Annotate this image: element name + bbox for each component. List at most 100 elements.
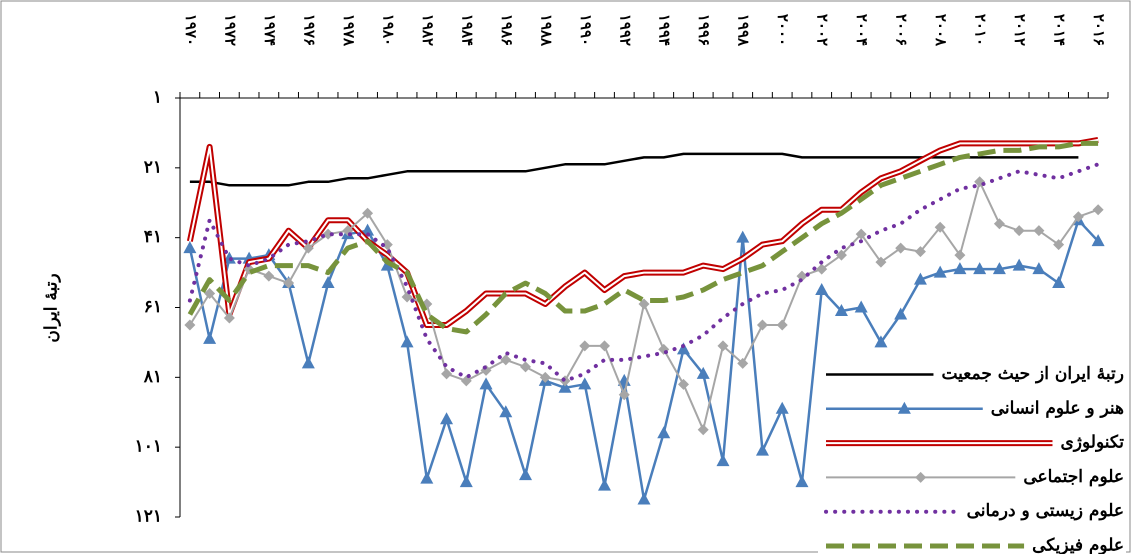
y-tick-label: ۱۰۱	[135, 437, 162, 457]
marker	[302, 242, 314, 254]
marker	[579, 340, 591, 352]
marker	[1052, 276, 1066, 289]
marker	[756, 319, 768, 331]
x-tick-label: ۱۹۸۰	[379, 14, 397, 46]
legend-label: علوم زیستی و درمانی	[967, 501, 1124, 521]
x-tick-label: ۱۹۸۸	[537, 14, 555, 47]
marker	[954, 249, 966, 261]
marker	[716, 454, 730, 467]
x-tick-label: ۱۹۹۲	[616, 14, 634, 46]
legend-label: علوم فیزیکی	[1032, 536, 1124, 554]
x-tick-label: ۲۰۱۶	[1090, 14, 1108, 46]
marker	[263, 270, 275, 282]
marker	[204, 288, 216, 300]
marker	[598, 478, 612, 491]
marker	[381, 239, 393, 251]
marker	[361, 223, 375, 236]
marker	[657, 426, 671, 439]
marker	[500, 354, 512, 366]
marker	[677, 378, 689, 390]
marker	[992, 262, 1006, 275]
series-line	[187, 162, 1101, 383]
legend-bg	[818, 496, 1126, 527]
marker	[915, 471, 927, 483]
marker	[737, 357, 749, 369]
marker	[874, 335, 888, 348]
marker	[222, 251, 236, 264]
marker	[301, 356, 315, 369]
marker	[479, 377, 493, 390]
marker	[755, 443, 769, 456]
legend-label: علوم اجتماعی	[1023, 467, 1124, 487]
marker	[953, 262, 967, 275]
x-tick-label: ۱۹۹۸	[735, 14, 753, 47]
x-tick-label: ۲۰۰۸	[932, 14, 950, 47]
marker	[973, 262, 987, 275]
marker	[578, 377, 592, 390]
marker	[1092, 204, 1104, 216]
marker	[440, 412, 454, 425]
marker	[1032, 262, 1046, 275]
marker	[854, 300, 868, 313]
marker	[599, 340, 611, 352]
x-tick-label: ۱۹۸۲	[419, 14, 437, 46]
marker	[223, 312, 235, 324]
marker	[676, 342, 690, 355]
marker	[322, 228, 334, 240]
marker	[321, 276, 335, 289]
marker	[519, 468, 533, 481]
y-tick-label: ۴۱	[144, 227, 162, 247]
y-tick-label: ۶۱	[144, 297, 162, 317]
x-tick-label: ۲۰۰۲	[814, 14, 832, 46]
marker	[1072, 211, 1084, 223]
marker	[1013, 225, 1025, 237]
x-tick-label: ۲۰۱۴	[1051, 14, 1069, 46]
marker	[401, 291, 413, 303]
x-tick-label: ۱۹۷۶	[300, 14, 318, 46]
marker	[1012, 258, 1026, 271]
marker	[855, 228, 867, 240]
marker	[816, 263, 828, 275]
x-tick-label: ۱۹۹۶	[695, 14, 713, 46]
marker	[1091, 234, 1105, 247]
marker	[815, 283, 829, 296]
marker	[618, 389, 630, 401]
marker	[183, 241, 197, 254]
marker	[1033, 225, 1045, 237]
marker	[460, 375, 472, 387]
legend-label: رتبهٔ ایران از حیث جمعیت	[941, 364, 1124, 384]
x-tick-label: ۱۹۹۴	[656, 14, 674, 46]
marker	[400, 335, 414, 348]
marker	[520, 361, 532, 373]
marker	[894, 307, 908, 320]
marker	[1053, 239, 1065, 251]
marker	[283, 277, 295, 289]
marker	[539, 371, 551, 383]
marker	[203, 331, 217, 344]
x-tick-label: ۲۰۰۶	[893, 14, 911, 46]
x-tick-label: ۲۰۰۴	[853, 14, 871, 46]
marker	[934, 221, 946, 233]
series-line-inner	[188, 138, 1099, 326]
x-tick-label: ۱۹۹۰	[577, 14, 595, 46]
x-tick-label: ۲۰۱۰	[972, 14, 990, 46]
marker	[717, 340, 729, 352]
marker	[914, 246, 926, 258]
marker	[776, 319, 788, 331]
x-tick-label: ۱۹۷۰	[182, 14, 200, 46]
x-tick-label: ۲۰۱۲	[1011, 14, 1029, 46]
x-tick-label: ۱۹۷۴	[261, 14, 279, 46]
y-tick-label: ۱۲۱	[135, 507, 162, 527]
marker	[835, 249, 847, 261]
marker	[184, 319, 196, 331]
marker	[637, 492, 651, 505]
marker	[736, 230, 750, 243]
marker	[696, 366, 710, 379]
marker	[834, 303, 848, 316]
marker	[459, 475, 473, 488]
marker	[913, 272, 927, 285]
x-tick-label: ۱۹۷۲	[221, 14, 239, 46]
x-tick-label: ۱۹۸۴	[458, 14, 476, 46]
y-tick-label: ۸۱	[143, 367, 162, 387]
